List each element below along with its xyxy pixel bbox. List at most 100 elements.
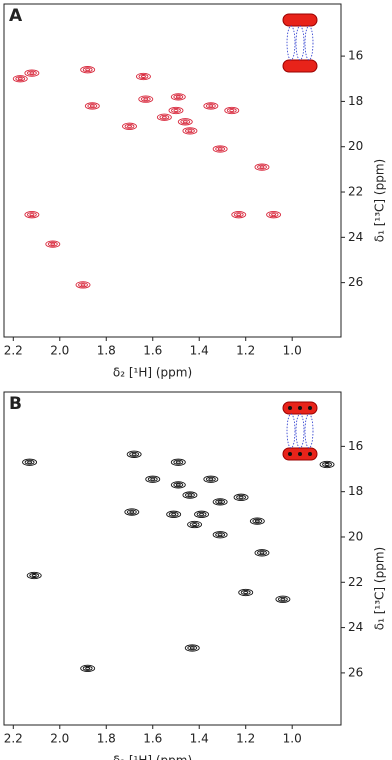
contour	[170, 481, 186, 489]
contour	[126, 450, 142, 458]
contour	[175, 95, 181, 99]
contour	[170, 93, 186, 101]
plot-frame	[3, 391, 342, 726]
x-tick-label: 2.0	[50, 732, 69, 746]
y-tick-label: 24	[348, 230, 363, 244]
contour	[27, 460, 33, 464]
contour	[80, 66, 96, 74]
peak	[80, 66, 96, 74]
contour	[26, 70, 37, 76]
peak	[24, 69, 40, 77]
contour	[182, 127, 198, 135]
peak	[170, 93, 186, 101]
contour	[138, 74, 149, 79]
peak	[135, 72, 151, 81]
contour	[254, 549, 270, 557]
x-tick-label: 2.2	[4, 732, 23, 746]
icon-top	[282, 13, 318, 27]
contour	[238, 588, 254, 597]
contour	[187, 493, 193, 497]
contour	[217, 533, 223, 537]
peak	[212, 145, 228, 153]
contour	[138, 95, 154, 103]
x-axis-title: δ₂ [¹H] (ppm)	[113, 366, 192, 380]
contour	[252, 518, 263, 524]
contour	[29, 573, 40, 578]
contour	[217, 147, 223, 151]
contour	[143, 97, 149, 101]
contour	[82, 665, 93, 671]
icon-dots	[288, 406, 312, 456]
contour	[131, 452, 137, 456]
peak	[124, 508, 140, 516]
contour	[80, 664, 96, 673]
peak	[177, 118, 193, 126]
peak	[168, 106, 184, 115]
contour	[45, 240, 61, 248]
y-tick-label: 18	[348, 94, 363, 108]
peak	[184, 644, 200, 652]
contour	[124, 508, 140, 516]
contour	[187, 645, 198, 651]
contour	[266, 211, 282, 219]
peak	[156, 113, 172, 121]
contour	[145, 475, 161, 483]
peak	[22, 458, 38, 466]
peak	[319, 460, 335, 469]
peak	[212, 531, 228, 539]
contour	[199, 512, 205, 516]
peak	[231, 211, 247, 219]
contour	[85, 666, 91, 670]
contour	[175, 483, 181, 487]
panel-label: A	[9, 6, 23, 26]
contour	[168, 106, 184, 115]
contour	[135, 72, 151, 81]
peak	[84, 102, 100, 110]
x-tick-label: 1.4	[190, 344, 209, 358]
contour	[22, 458, 38, 466]
icon-strands	[286, 413, 314, 449]
contour	[15, 76, 26, 82]
peak	[45, 240, 61, 248]
peak	[75, 281, 91, 289]
contour	[189, 522, 200, 527]
peak	[203, 475, 219, 483]
contour	[243, 591, 249, 594]
peak	[203, 102, 219, 110]
contour	[322, 462, 333, 467]
contour	[31, 574, 37, 577]
contour	[319, 460, 335, 469]
contour	[205, 476, 216, 482]
contour	[240, 590, 251, 595]
peak	[26, 571, 42, 580]
contour	[257, 164, 267, 170]
y-tick-label: 20	[348, 139, 363, 153]
contour	[212, 531, 228, 539]
peak	[12, 75, 28, 83]
contour	[217, 500, 223, 504]
peak	[254, 163, 270, 171]
contour	[156, 113, 172, 121]
contour	[26, 571, 42, 580]
contour	[212, 145, 228, 153]
contour	[268, 212, 279, 218]
contour	[26, 212, 37, 218]
contour	[85, 68, 91, 72]
y-tick-label: 26	[348, 665, 363, 679]
contour	[140, 96, 151, 102]
icon-strands	[286, 25, 314, 61]
y-axis-title: δ₁ [¹³C] (ppm)	[373, 159, 387, 242]
y-tick-label: 26	[348, 275, 363, 289]
panel-label: B	[9, 394, 22, 414]
contour	[215, 499, 226, 505]
contour	[12, 75, 28, 83]
contour	[150, 477, 156, 481]
contour	[127, 124, 132, 128]
contour	[231, 211, 247, 219]
contour	[229, 109, 235, 112]
x-axis-title: δ₂ [¹H] (ppm)	[113, 754, 192, 760]
contour	[140, 75, 146, 78]
peak	[233, 493, 249, 501]
contour	[277, 596, 288, 602]
contour	[126, 509, 137, 515]
